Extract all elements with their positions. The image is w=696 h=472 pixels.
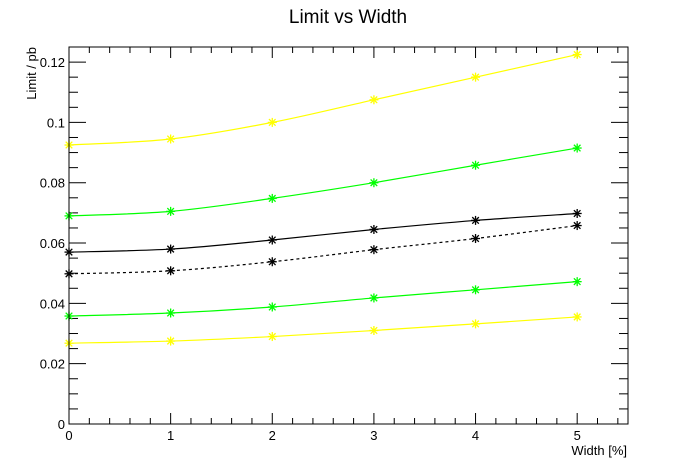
x-axis-label: Width [%] [571, 443, 627, 458]
y-tick-label: 0.06 [40, 236, 65, 251]
x-tick-label: 4 [472, 428, 479, 443]
series-3 [64, 208, 582, 257]
data-point [166, 308, 176, 318]
y-tick-label: 0.02 [40, 357, 65, 372]
data-point [267, 257, 277, 267]
y-tick-label: 0.12 [40, 55, 65, 70]
x-tick-label: 2 [269, 428, 276, 443]
series-line [68, 147, 578, 217]
data-point [572, 277, 582, 287]
data-point [166, 134, 176, 144]
data-point [471, 319, 481, 329]
series-5 [64, 277, 582, 321]
data-point [166, 266, 176, 276]
data-point [471, 234, 481, 244]
x-tick-label: 3 [370, 428, 377, 443]
data-point [572, 50, 582, 60]
series-line [68, 212, 578, 253]
data-point [369, 293, 379, 303]
series-group [64, 50, 582, 348]
series-2 [64, 143, 582, 221]
y-tick-label: 0.1 [47, 115, 65, 130]
y-tick-label: 0.04 [40, 296, 65, 311]
data-point [267, 193, 277, 203]
series-6 [64, 312, 582, 348]
y-axis-label: Limit / pb [24, 47, 39, 100]
x-tick-label: 1 [167, 428, 174, 443]
data-point [471, 72, 481, 82]
series-line [68, 316, 578, 344]
series-line [68, 224, 578, 275]
data-point [471, 160, 481, 170]
data-point [166, 206, 176, 216]
data-point [369, 326, 379, 336]
chart-title: Limit vs Width [289, 7, 407, 28]
series-1 [64, 50, 582, 150]
data-point [267, 235, 277, 245]
data-point [471, 215, 481, 225]
x-tick-label: 0 [65, 428, 72, 443]
data-point [572, 208, 582, 218]
data-point [572, 312, 582, 322]
data-point [369, 245, 379, 255]
series-line [68, 53, 578, 146]
series-4 [64, 221, 582, 279]
data-point [166, 244, 176, 254]
data-point [572, 143, 582, 153]
data-point [471, 285, 481, 295]
series-line [68, 281, 578, 317]
data-point [166, 336, 176, 346]
y-tick-label: 0 [58, 417, 65, 432]
data-point [369, 178, 379, 188]
axis-ticks: 0 0.02 0.04 0.06 0.08 0.1 0.12 0 1 2 3 4 5 [40, 46, 628, 443]
data-point [267, 302, 277, 312]
data-point [267, 117, 277, 127]
y-tick-label: 0.08 [40, 176, 65, 191]
plot-frame [68, 46, 629, 425]
data-point [267, 332, 277, 342]
x-tick-label: 5 [574, 428, 581, 443]
data-point [572, 221, 582, 231]
data-point [369, 95, 379, 105]
data-point [369, 224, 379, 234]
